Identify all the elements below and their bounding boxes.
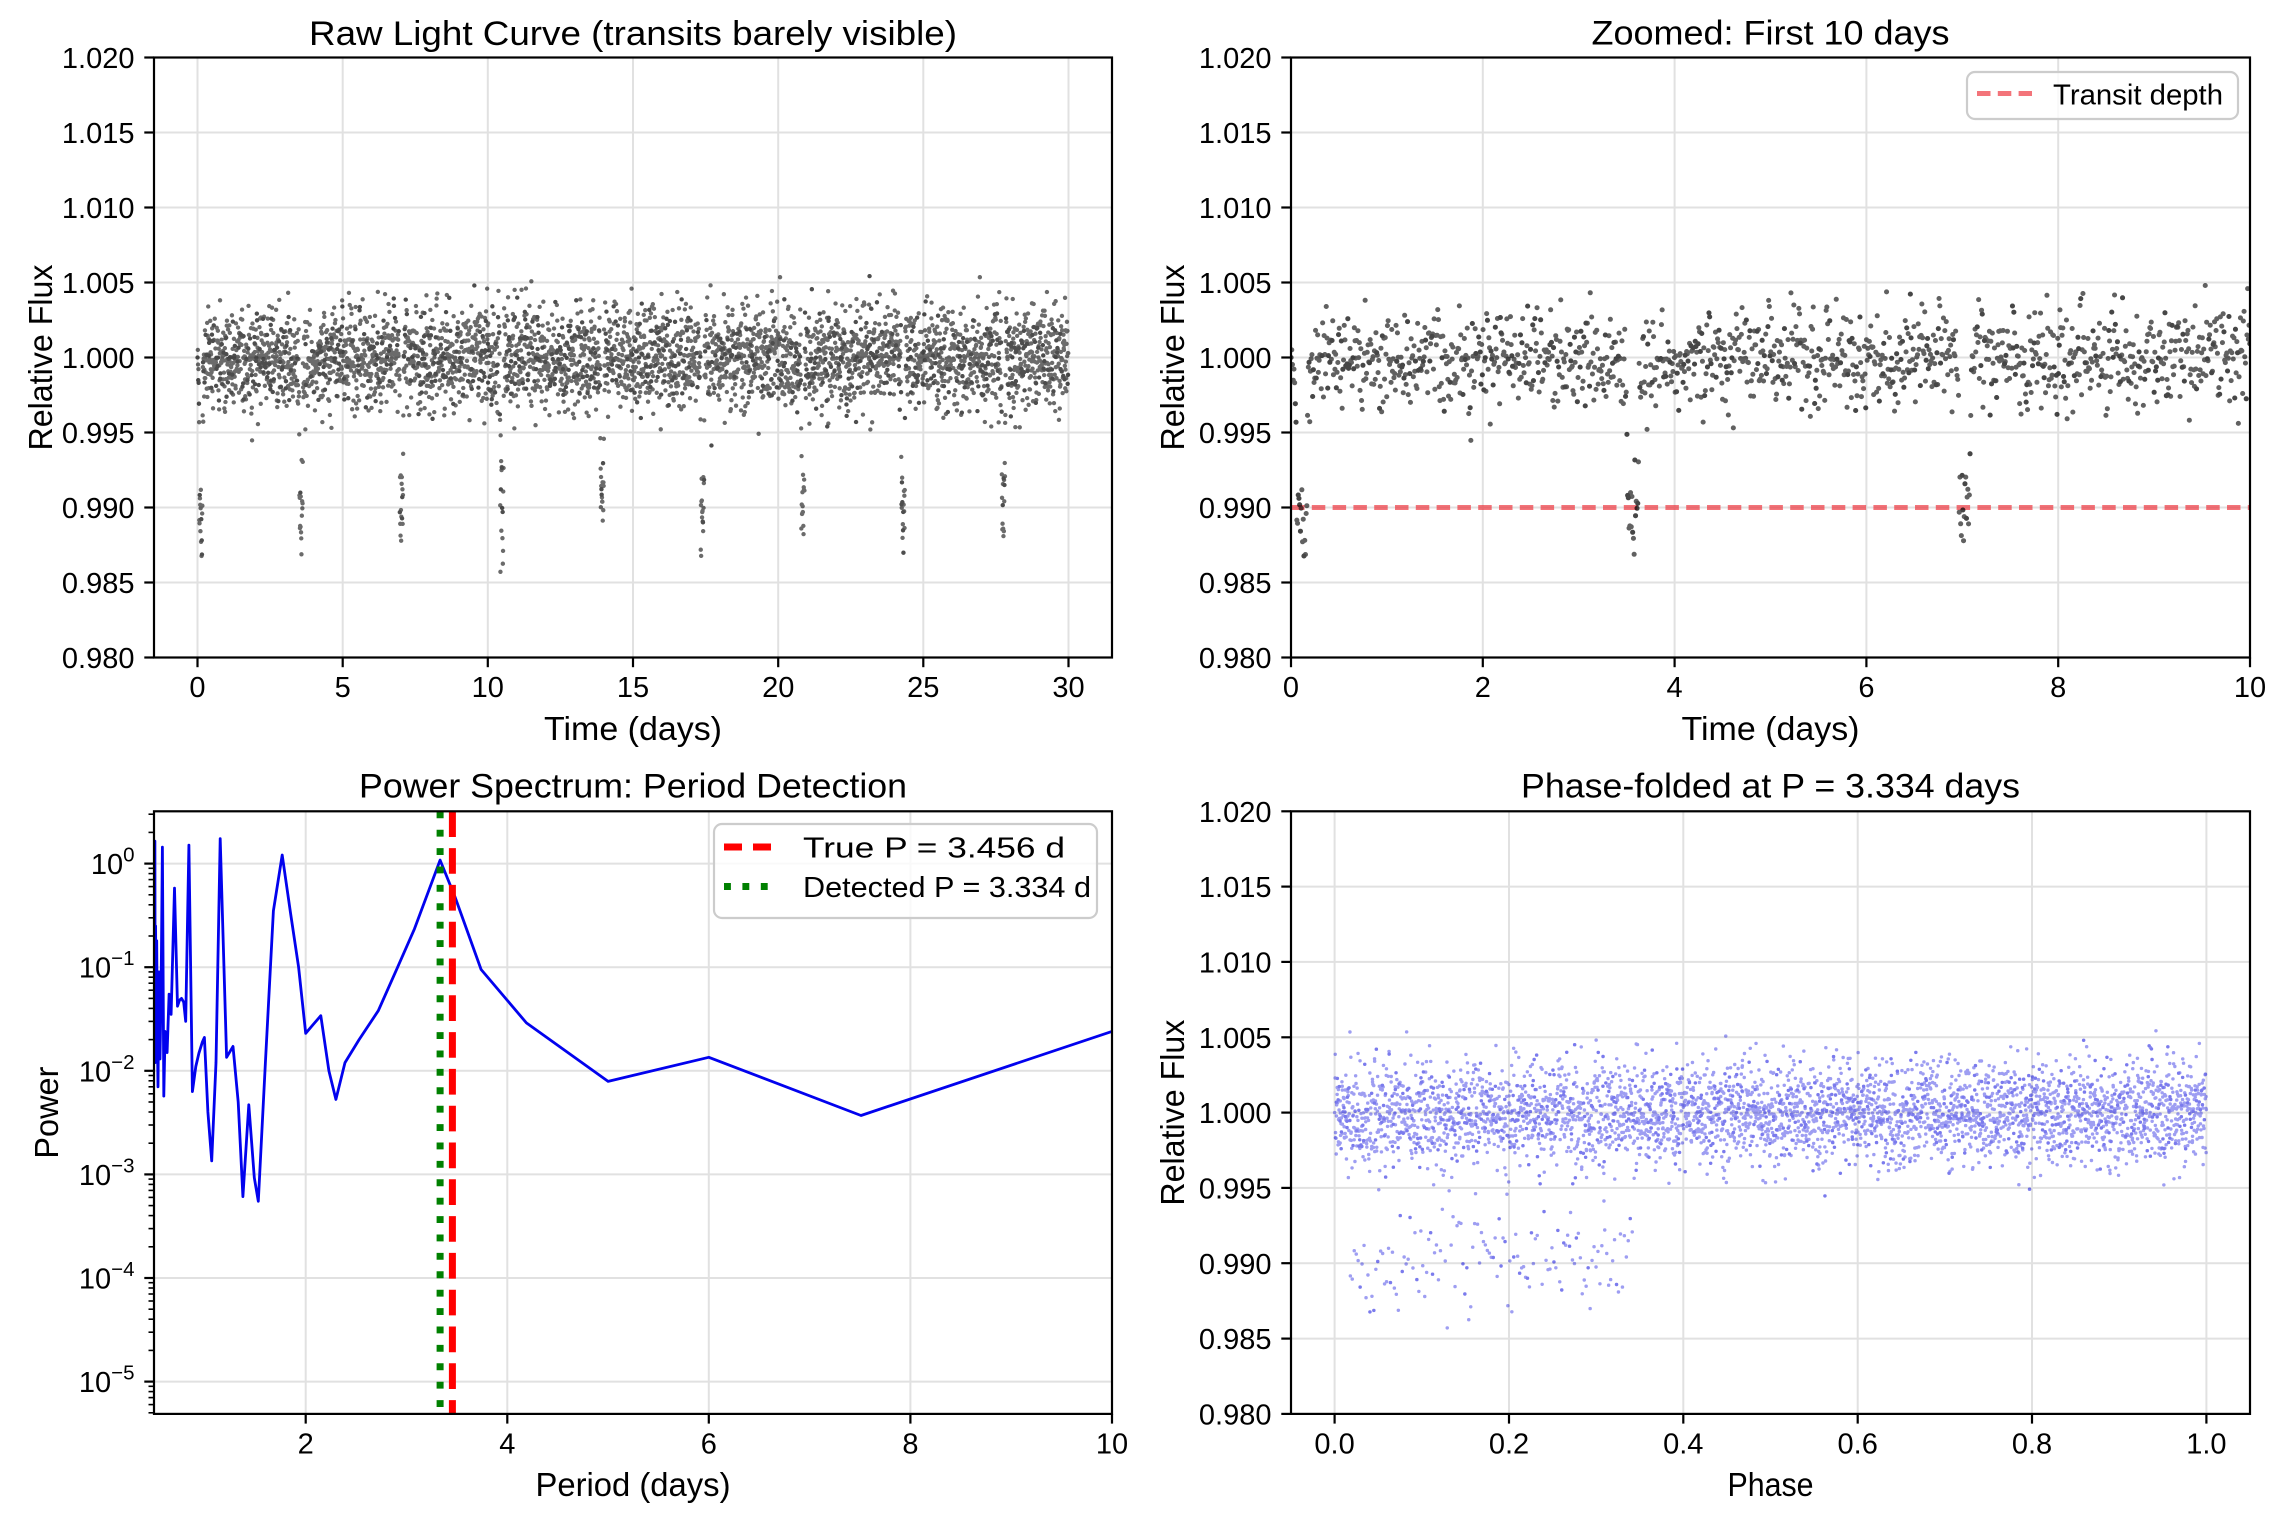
svg-text:0.8: 0.8 [2012,1428,2052,1460]
svg-text:Phase: Phase [1728,1466,1814,1503]
svg-text:10: 10 [2234,672,2266,704]
svg-text:1.000: 1.000 [1199,1098,1272,1130]
svg-text:Relative Flux: Relative Flux [1154,264,1191,450]
svg-text:4: 4 [499,1428,515,1460]
svg-text:1.010: 1.010 [1199,193,1272,225]
svg-text:10: 10 [1096,1428,1128,1460]
svg-text:Time (days): Time (days) [1682,710,1860,747]
svg-text:Transit depth: Transit depth [2053,80,2223,112]
svg-text:1.020: 1.020 [1199,43,1272,75]
svg-text:Raw Light Curve (transits bare: Raw Light Curve (transits barely visible… [309,15,957,53]
svg-text:1.005: 1.005 [62,268,135,300]
svg-text:Time (days): Time (days) [544,710,722,747]
svg-text:0.990: 0.990 [1199,493,1272,525]
svg-text:1.010: 1.010 [62,193,135,225]
svg-text:25: 25 [907,672,939,704]
svg-text:10−4: 10−4 [79,1258,135,1296]
svg-text:0.6: 0.6 [1838,1428,1878,1460]
svg-text:1.0: 1.0 [2186,1428,2226,1460]
svg-text:1.000: 1.000 [1199,343,1272,375]
svg-text:True P = 3.456 d: True P = 3.456 d [803,833,1065,865]
svg-text:1.000: 1.000 [62,343,135,375]
svg-text:1.005: 1.005 [1199,268,1272,300]
svg-text:0.990: 0.990 [1199,1249,1272,1281]
svg-text:10: 10 [472,672,504,704]
svg-text:10−2: 10−2 [79,1051,135,1089]
svg-text:Power: Power [28,1067,65,1159]
svg-text:0: 0 [189,672,205,704]
svg-text:Relative Flux: Relative Flux [1154,1019,1191,1205]
svg-text:Phase-folded at P = 3.334 days: Phase-folded at P = 3.334 days [1521,768,2020,806]
svg-text:5: 5 [335,672,351,704]
svg-text:Period (days): Period (days) [536,1466,731,1503]
svg-text:Zoomed: First 10 days: Zoomed: First 10 days [1592,15,1950,53]
svg-text:1.015: 1.015 [1199,872,1272,904]
svg-text:0.985: 0.985 [1199,568,1272,600]
svg-text:0.995: 0.995 [1199,418,1272,450]
svg-text:Detected P = 3.334 d: Detected P = 3.334 d [803,872,1091,904]
svg-text:0.0: 0.0 [1314,1428,1354,1460]
svg-text:10−1: 10−1 [79,947,135,985]
svg-text:0.985: 0.985 [62,568,135,600]
svg-text:4: 4 [1667,672,1683,704]
svg-text:30: 30 [1052,672,1084,704]
svg-text:8: 8 [2050,672,2066,704]
svg-text:6: 6 [1858,672,1874,704]
svg-text:0: 0 [1283,672,1299,704]
svg-text:2: 2 [298,1428,314,1460]
svg-text:1.015: 1.015 [62,118,135,150]
svg-text:0.980: 0.980 [62,643,135,675]
svg-text:Power Spectrum: Period Detecti: Power Spectrum: Period Detection [359,768,907,806]
svg-text:0.2: 0.2 [1489,1428,1529,1460]
svg-text:Relative Flux: Relative Flux [22,264,59,450]
svg-text:0.985: 0.985 [1199,1324,1272,1356]
svg-text:1.010: 1.010 [1199,947,1272,979]
svg-text:1.005: 1.005 [1199,1023,1272,1055]
svg-text:0.995: 0.995 [62,418,135,450]
svg-text:15: 15 [617,672,649,704]
svg-text:2: 2 [1475,672,1491,704]
svg-text:0.980: 0.980 [1199,643,1272,675]
svg-text:8: 8 [902,1428,918,1460]
svg-text:1.020: 1.020 [62,43,135,75]
svg-text:0.980: 0.980 [1199,1399,1272,1431]
svg-text:20: 20 [762,672,794,704]
svg-text:1.015: 1.015 [1199,118,1272,150]
svg-text:0.4: 0.4 [1663,1428,1703,1460]
svg-text:1.020: 1.020 [1199,797,1272,829]
svg-text:0.995: 0.995 [1199,1173,1272,1205]
svg-text:6: 6 [701,1428,717,1460]
svg-text:0.990: 0.990 [62,493,135,525]
